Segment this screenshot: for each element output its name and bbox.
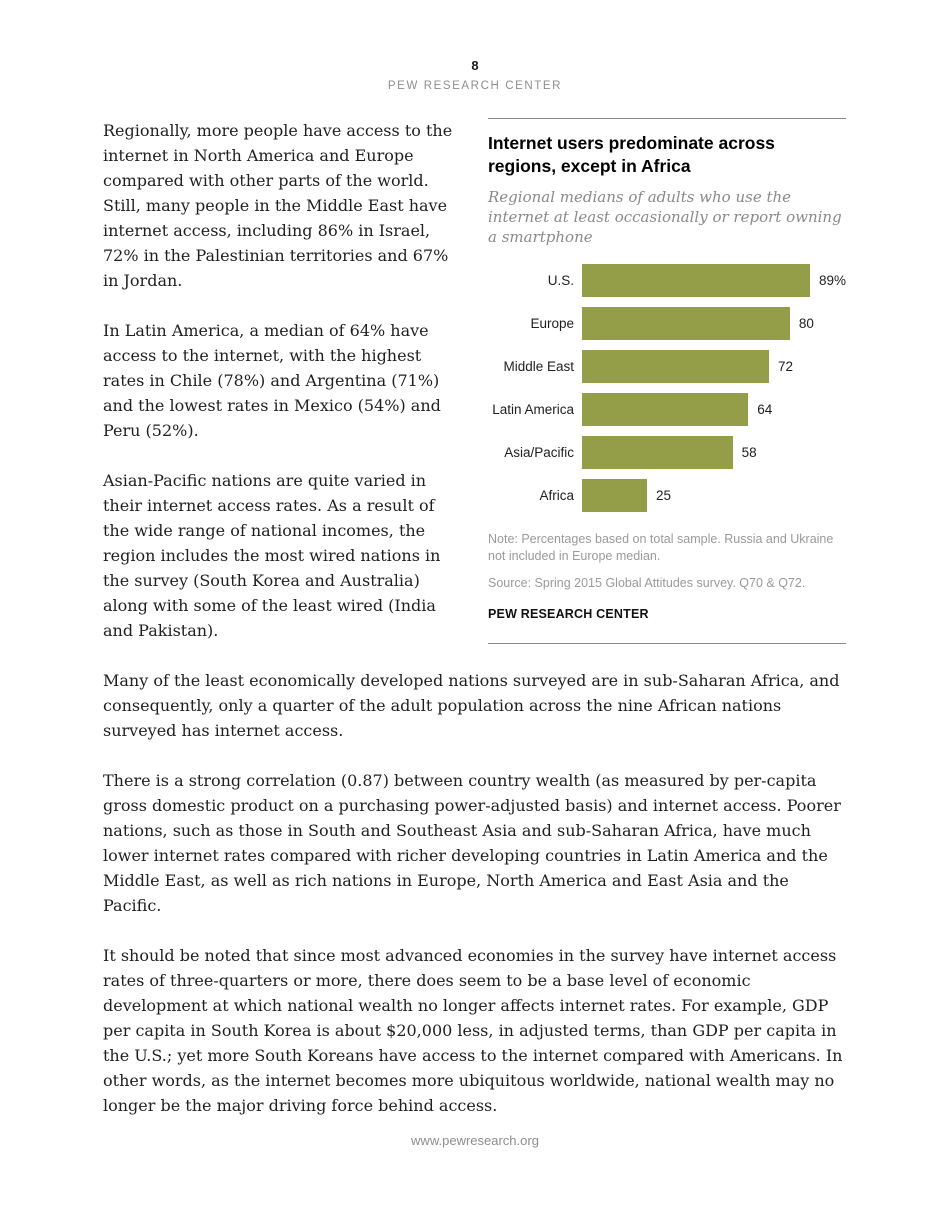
bar-category-label: Middle East — [503, 359, 574, 374]
bar — [582, 436, 733, 469]
chart-source: Source: Spring 2015 Global Attitudes sur… — [488, 576, 806, 590]
bar-category-label: Europe — [530, 316, 574, 331]
bar-category-label: U.S. — [547, 273, 574, 288]
paragraph-latin-america: In Latin America, a median of 64% have a… — [103, 321, 441, 440]
bar-area: 72 — [582, 350, 846, 383]
paragraph-base-level: It should be noted that since most advan… — [103, 946, 843, 1115]
bar-row: U.S. 89% — [488, 264, 846, 297]
bar-area: 80 — [582, 307, 846, 340]
bar-row: Middle East 72 — [488, 350, 846, 383]
bar — [582, 264, 810, 297]
paragraph-africa: Many of the least economically developed… — [103, 671, 840, 740]
bar-area: 25 — [582, 479, 846, 512]
page-number: 8 — [471, 58, 479, 73]
bar-row: Europe 80 — [488, 307, 846, 340]
chart-box: Internet users predominate across region… — [488, 118, 846, 644]
page-footer: www.pewresearch.org — [0, 1133, 950, 1148]
paragraph-regional-access: Regionally, more people have access to t… — [103, 121, 453, 290]
bar-value-label: 80 — [798, 316, 814, 331]
bar-area: 89% — [582, 264, 846, 297]
bar-category-label: Asia/Pacific — [504, 445, 574, 460]
paragraph-asia-pacific: Asian-Pacific nations are quite varied i… — [103, 471, 441, 640]
chart-title: Internet users predominate across region… — [488, 133, 775, 176]
paragraph-correlation: There is a strong correlation (0.87) bet… — [103, 771, 841, 915]
chart-note: Note: Percentages based on total sample.… — [488, 532, 834, 563]
bar-row: Latin America 64 — [488, 393, 846, 426]
article-content: Internet users predominate across region… — [103, 118, 846, 1143]
bar — [582, 307, 790, 340]
bar-row: Africa 25 — [488, 479, 846, 512]
page-header: 8 PEW RESEARCH CENTER — [0, 0, 950, 92]
bar-row: Asia/Pacific 58 — [488, 436, 846, 469]
bar-value-label: 72 — [778, 359, 794, 374]
bar — [582, 393, 749, 426]
bar-value-label: 25 — [655, 488, 671, 503]
chart-branding: PEW RESEARCH CENTER — [488, 607, 649, 621]
bar-area: 58 — [582, 436, 846, 469]
bar-category-label: Latin America — [492, 402, 574, 417]
footer-url: www.pewresearch.org — [411, 1133, 539, 1148]
bar-category-label: Africa — [539, 488, 574, 503]
bar — [582, 350, 770, 383]
bar-chart: U.S. 89% Europe 80 Middle East 72 Latin Americ… — [488, 264, 846, 512]
bar-value-label: 64 — [757, 402, 773, 417]
bar-value-label: 89% — [818, 273, 846, 288]
bar-value-label: 58 — [741, 445, 757, 460]
bar-area: 64 — [582, 393, 846, 426]
bar — [582, 479, 647, 512]
header-org-name: PEW RESEARCH CENTER — [387, 80, 563, 92]
chart-subtitle: Regional medians of adults who use the i… — [488, 188, 842, 246]
